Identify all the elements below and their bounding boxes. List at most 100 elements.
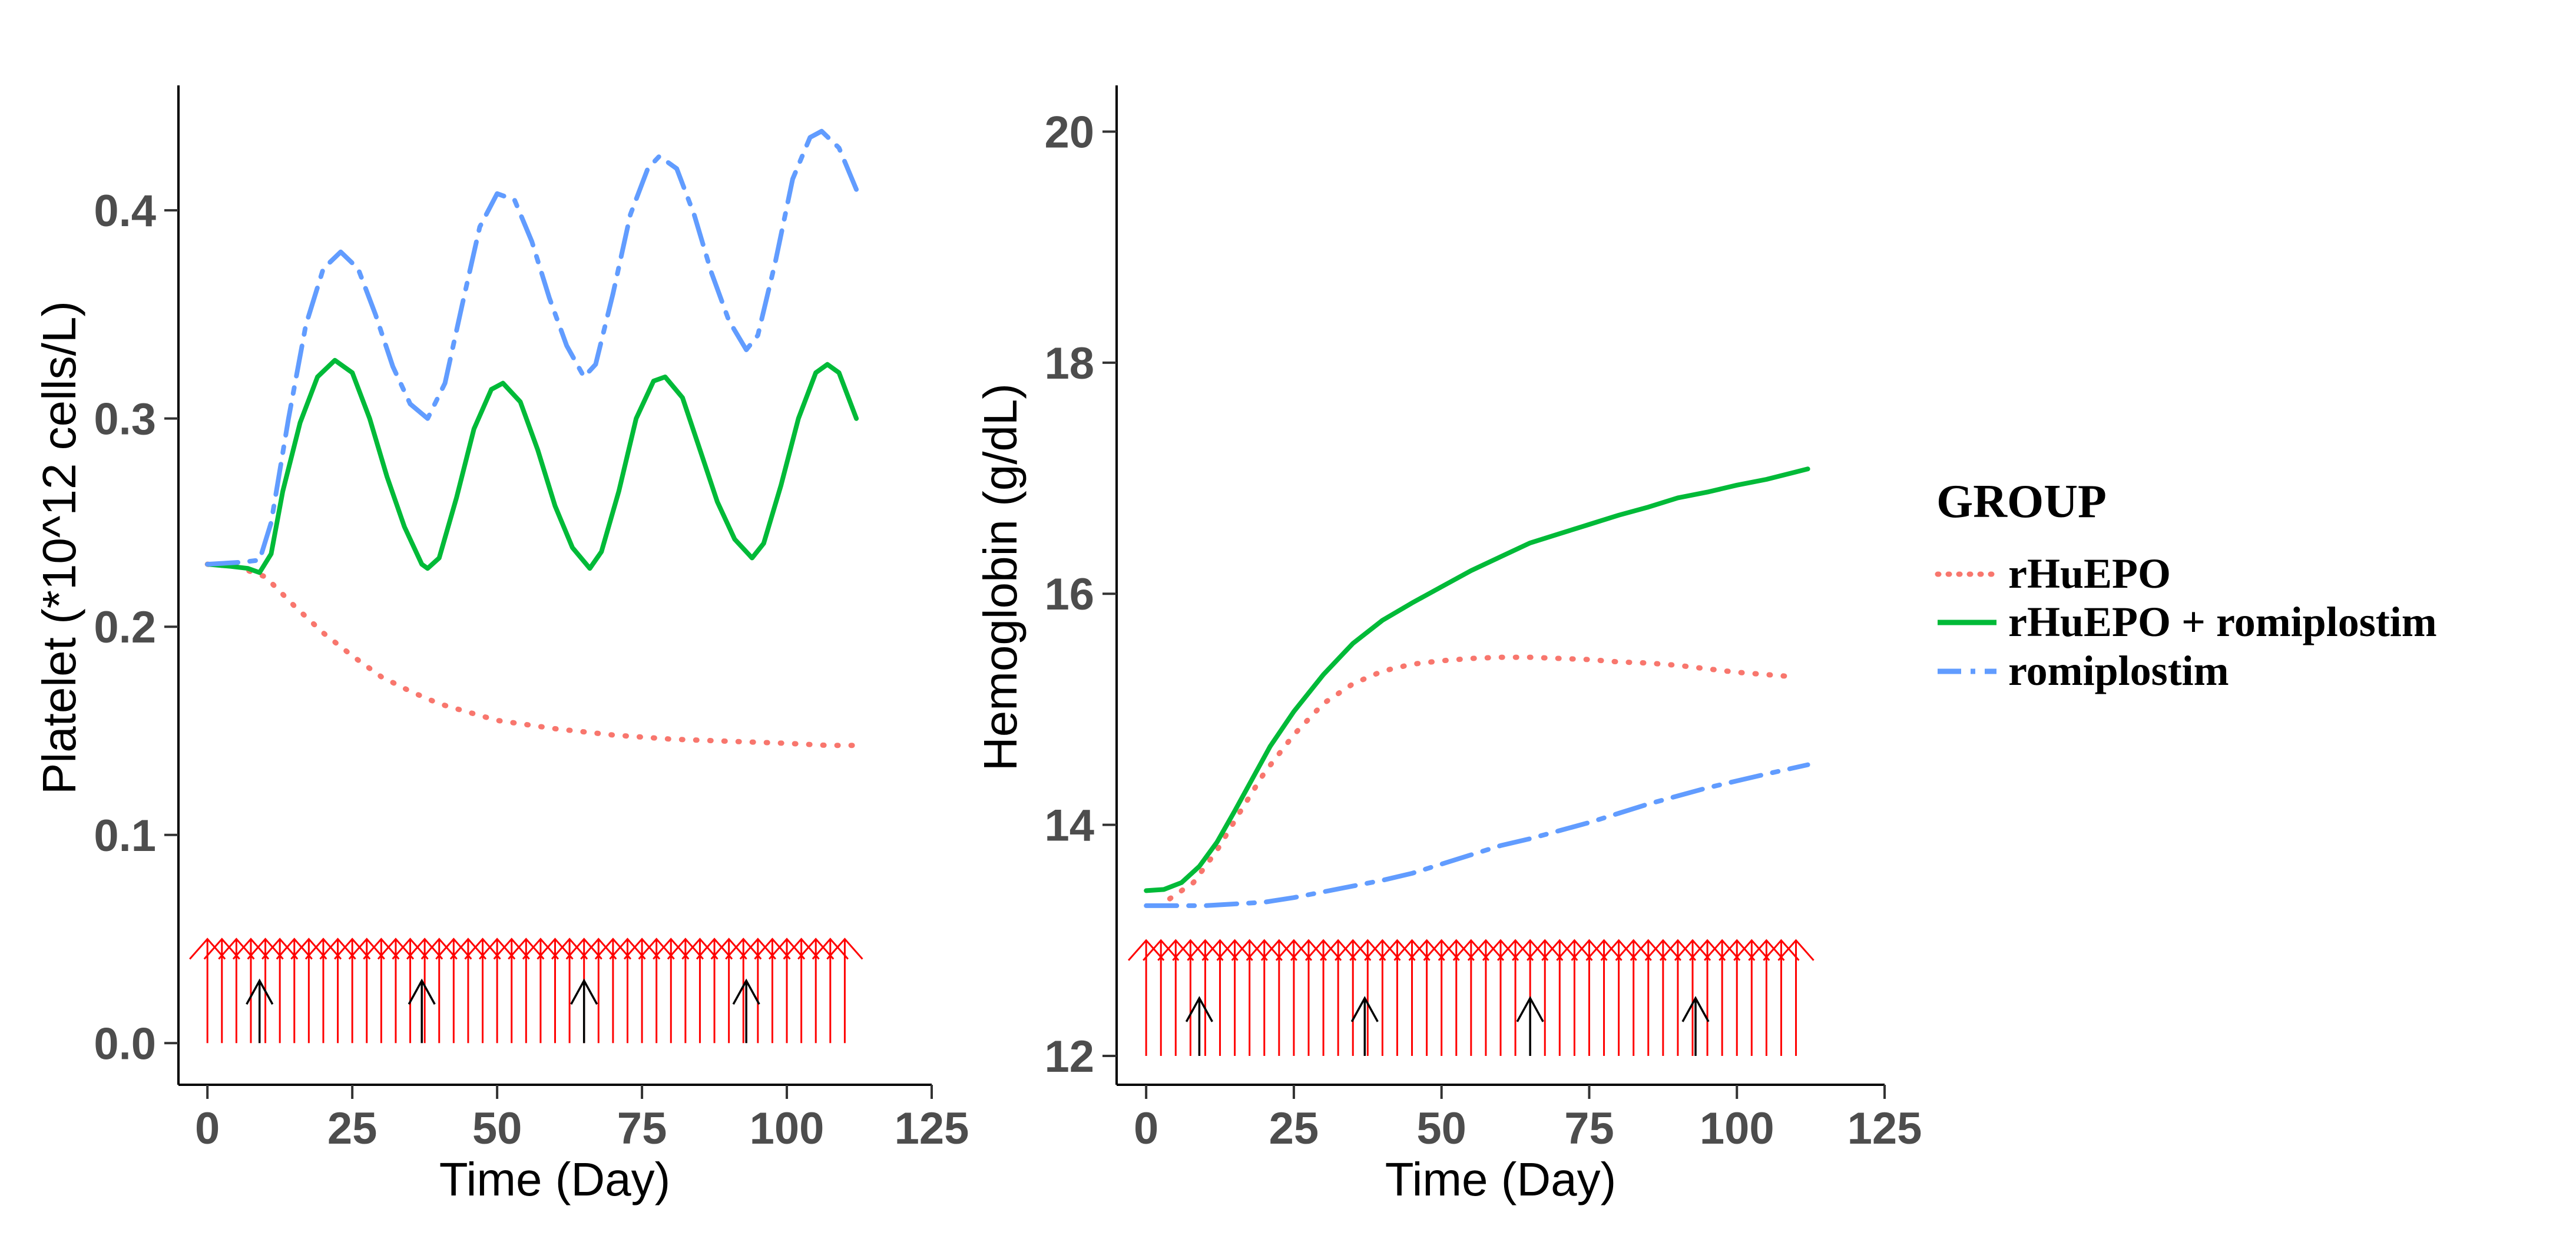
hemoglobin-rhuepo-dose-arrow <box>1600 939 1637 1056</box>
hemoglobin-series-rhuepo-romiplostim <box>1144 466 1810 893</box>
hemoglobin-rhuepo-dose-arrow <box>1275 939 1313 1056</box>
legend-label-rhuepo-romiplostim: rHuEPO + romiplostim <box>2008 598 2437 645</box>
hemoglobin-rhuepo-dose-arrow <box>1777 939 1815 1056</box>
hemoglobin-x-tick-label: 50 <box>1416 1104 1466 1154</box>
legend: GROUP rHuEPO rHuEPO + romiplostim romipl… <box>1935 476 2437 694</box>
hemoglobin-rhuepo-dose-arrow <box>1231 939 1268 1056</box>
platelet-x-tick-label: 25 <box>327 1104 378 1154</box>
hemoglobin-rhuepo-dose-arrow <box>1452 939 1489 1056</box>
hemoglobin-romiplostim-dose-arrow <box>1516 996 1544 1056</box>
hemoglobin-x-axis-title: Time (Day) <box>1385 1153 1617 1205</box>
hemoglobin-rhuepo-dose-arrow <box>1556 939 1593 1056</box>
hemoglobin-rhuepo-dose-arrow <box>1143 939 1180 1056</box>
hemoglobin-romiplostim-dose-arrow <box>1185 996 1213 1056</box>
platelet-series-romiplostim <box>205 128 859 567</box>
hemoglobin-rhuepo-dose-arrow <box>1201 939 1239 1056</box>
platelet-x-tick-label: 100 <box>750 1104 825 1154</box>
hemoglobin-rhuepo-dose-arrow <box>1128 939 1165 1056</box>
hemoglobin-rhuepo-dose-arrow <box>1246 939 1283 1056</box>
platelet-series <box>204 128 859 748</box>
hemoglobin-rhuepo-dose-arrow <box>1630 939 1667 1056</box>
hemoglobin-y-tick-label: 20 <box>1044 107 1094 157</box>
platelet-y-tick-label: 0.3 <box>94 395 156 445</box>
platelet-ticks: 0 25 50 75 100 125 0.0 0.1 0.2 0.3 0.4 <box>94 186 969 1154</box>
hemoglobin-romiplostim-dose-arrow <box>1681 996 1710 1056</box>
hemoglobin-x-tick-label: 100 <box>1700 1104 1774 1154</box>
platelet-romiplostim-dose-arrow <box>732 978 760 1044</box>
hemoglobin-x-tick-label: 25 <box>1269 1104 1319 1154</box>
legend-title: GROUP <box>1936 476 2107 528</box>
hemoglobin-rhuepo-dose-arrow <box>1615 939 1652 1056</box>
hemoglobin-x-tick-label: 125 <box>1847 1104 1922 1154</box>
hemoglobin-y-axis-title: Hemoglobin (g/dL) <box>974 383 1027 771</box>
hemoglobin-rhuepo-dose-arrow <box>1438 939 1475 1056</box>
legend-label-romiplostim: romiplostim <box>2008 647 2229 694</box>
platelet-y-tick-label: 0.1 <box>94 811 156 861</box>
hemoglobin-y-tick-label: 16 <box>1044 569 1094 620</box>
hemoglobin-rhuepo-dose-arrow <box>1733 939 1770 1056</box>
platelet-y-axis-title: Platelet (*10^12 cells/L) <box>33 301 85 794</box>
hemoglobin-rhuepo-dose-arrow <box>1304 939 1342 1056</box>
platelet-romiplostim-dose-arrow <box>408 978 436 1044</box>
hemoglobin-rhuepo-dose-arrow <box>1423 939 1460 1056</box>
hemoglobin-dosing-arrows <box>1128 939 1815 1056</box>
hemoglobin-y-tick-label: 12 <box>1044 1032 1094 1082</box>
hemoglobin-rhuepo-dose-arrow <box>1467 939 1505 1056</box>
hemoglobin-rhuepo-dose-arrow <box>1644 939 1681 1056</box>
hemoglobin-rhuepo-dose-arrow <box>1187 939 1224 1056</box>
hemoglobin-rhuepo-dose-arrow <box>1157 939 1194 1056</box>
platelet-x-axis-title: Time (Day) <box>439 1153 671 1205</box>
platelet-romiplostim-dose-arrow <box>570 978 598 1044</box>
hemoglobin-rhuepo-dose-arrow <box>1541 939 1578 1056</box>
hemoglobin-rhuepo-dose-arrow <box>1320 939 1357 1056</box>
hemoglobin-rhuepo-dose-arrow <box>1674 939 1711 1056</box>
hemoglobin-rhuepo-dose-arrow <box>1393 939 1431 1056</box>
hemoglobin-rhuepo-dose-arrow <box>1585 939 1623 1056</box>
hemoglobin-y-tick-label: 18 <box>1044 339 1094 389</box>
hemoglobin-romiplostim-dose-arrow <box>1350 996 1379 1056</box>
hemoglobin-series <box>1144 466 1810 908</box>
hemoglobin-rhuepo-dose-arrow <box>1748 939 1785 1056</box>
hemoglobin-rhuepo-dose-arrow <box>1172 939 1209 1056</box>
platelet-rhuepo-dose-arrow <box>826 938 863 1044</box>
legend-entry-rhuepo: rHuEPO <box>1935 550 2171 597</box>
hemoglobin-rhuepo-dose-arrow <box>1704 939 1741 1056</box>
hemoglobin-rhuepo-dose-arrow <box>1496 939 1534 1056</box>
hemoglobin-rhuepo-dose-arrow <box>1408 939 1445 1056</box>
hemoglobin-rhuepo-dose-arrow <box>1216 939 1253 1056</box>
hemoglobin-rhuepo-dose-arrow <box>1349 939 1386 1056</box>
hemoglobin-panel: 0 25 50 75 100 125 12 14 16 18 20 Time (Day) Hemog… <box>974 85 1922 1205</box>
hemoglobin-rhuepo-dose-arrow <box>1379 939 1416 1056</box>
hemoglobin-rhuepo-dose-arrow <box>1364 939 1401 1056</box>
hemoglobin-x-tick-label: 0 <box>1134 1104 1158 1154</box>
platelet-y-tick-label: 0.0 <box>94 1019 156 1069</box>
hemoglobin-rhuepo-dose-arrow <box>1688 939 1726 1056</box>
hemoglobin-rhuepo-dose-arrow <box>1290 939 1327 1056</box>
platelet-x-tick-label: 75 <box>617 1104 667 1154</box>
hemoglobin-rhuepo-dose-arrow <box>1763 939 1800 1056</box>
platelet-x-tick-label: 125 <box>895 1104 969 1154</box>
hemoglobin-rhuepo-dose-arrow <box>1571 939 1608 1056</box>
hemoglobin-series-romiplostim <box>1144 762 1810 908</box>
platelet-dosing-arrows <box>189 938 863 1044</box>
hemoglobin-rhuepo-dose-arrow <box>1260 939 1297 1056</box>
platelet-y-tick-label: 0.2 <box>94 602 156 653</box>
legend-label-rhuepo: rHuEPO <box>2008 550 2171 597</box>
hemoglobin-rhuepo-dose-arrow <box>1659 939 1697 1056</box>
hemoglobin-rhuepo-dose-arrow <box>1335 939 1372 1056</box>
hemoglobin-x-tick-label: 75 <box>1564 1104 1614 1154</box>
platelet-y-tick-label: 0.4 <box>94 186 156 236</box>
platelet-series-rhuepo-romiplostim <box>205 357 859 575</box>
platelet-series-rhuepo <box>204 561 859 748</box>
platelet-x-tick-label: 50 <box>472 1104 522 1154</box>
hemoglobin-y-tick-label: 14 <box>1044 801 1094 851</box>
legend-entry-romiplostim: romiplostim <box>1938 647 2229 694</box>
hemoglobin-rhuepo-dose-arrow <box>1527 939 1564 1056</box>
legend-entry-rhuepo-romiplostim: rHuEPO + romiplostim <box>1938 598 2437 645</box>
hemoglobin-rhuepo-dose-arrow <box>1482 939 1519 1056</box>
platelet-x-tick-label: 0 <box>195 1104 220 1154</box>
hemoglobin-series-rhuepo <box>1167 654 1799 902</box>
